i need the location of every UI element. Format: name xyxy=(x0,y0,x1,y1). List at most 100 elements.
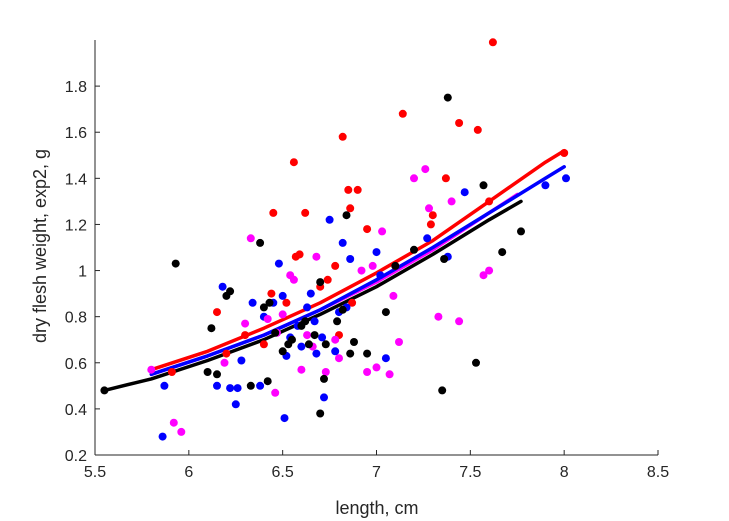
data-point xyxy=(363,225,372,234)
data-point xyxy=(485,266,494,275)
data-point xyxy=(282,298,291,307)
y-tick-label: 0.6 xyxy=(65,356,87,373)
data-point xyxy=(488,38,497,47)
data-point xyxy=(323,275,332,284)
data-point xyxy=(381,308,390,317)
data-point xyxy=(485,197,494,206)
data-point xyxy=(517,227,525,236)
data-point xyxy=(248,298,257,307)
data-point xyxy=(263,315,272,323)
data-point xyxy=(421,165,430,174)
data-point xyxy=(321,340,330,349)
data-point xyxy=(237,356,246,365)
data-point xyxy=(320,393,328,402)
x-tick-label: 6.5 xyxy=(272,464,294,481)
data-point xyxy=(278,347,287,356)
data-point xyxy=(301,317,310,326)
data-point xyxy=(288,335,296,344)
data-point xyxy=(560,149,569,157)
data-point xyxy=(410,174,418,183)
data-point xyxy=(259,303,268,312)
data-point xyxy=(256,238,265,247)
data-point xyxy=(295,250,304,259)
data-point xyxy=(479,181,488,190)
data-point xyxy=(289,275,298,284)
data-point xyxy=(346,204,355,213)
data-point xyxy=(271,328,280,337)
data-point xyxy=(376,271,385,280)
data-point xyxy=(346,255,355,263)
y-tick-label: 1.8 xyxy=(65,79,87,96)
x-tick-label: 7.5 xyxy=(459,464,481,481)
fit-curve xyxy=(149,165,566,377)
data-point xyxy=(231,400,240,409)
data-point xyxy=(455,119,464,127)
data-point xyxy=(434,312,443,321)
data-point xyxy=(460,188,469,197)
data-point xyxy=(259,340,268,349)
data-point xyxy=(218,282,227,291)
data-point xyxy=(213,381,221,390)
data-point xyxy=(423,234,432,243)
data-point xyxy=(363,349,372,358)
data-point xyxy=(297,342,306,351)
data-points xyxy=(100,38,570,441)
data-point xyxy=(372,363,381,372)
data-point xyxy=(269,208,278,217)
data-point xyxy=(160,381,169,390)
data-point xyxy=(381,354,390,363)
data-point xyxy=(318,333,327,342)
data-point xyxy=(472,358,480,367)
data-point xyxy=(344,185,353,194)
data-point xyxy=(226,384,235,393)
data-point xyxy=(378,227,387,236)
data-point xyxy=(338,238,347,247)
data-point xyxy=(440,255,449,263)
data-point xyxy=(267,289,276,298)
data-point xyxy=(310,317,319,326)
data-point xyxy=(316,409,325,418)
data-point xyxy=(203,368,212,376)
data-point xyxy=(169,418,178,427)
data-point xyxy=(325,215,334,224)
data-point xyxy=(312,252,321,261)
data-point xyxy=(438,386,447,395)
data-point xyxy=(395,338,403,346)
data-point xyxy=(278,310,287,319)
data-point xyxy=(389,291,398,300)
data-point xyxy=(241,331,250,340)
y-tick-label: 0.4 xyxy=(65,402,87,419)
data-point xyxy=(233,384,242,393)
data-point xyxy=(310,331,319,340)
data-point xyxy=(213,370,221,379)
data-point xyxy=(353,185,362,194)
data-point xyxy=(441,174,450,183)
data-point xyxy=(498,248,507,257)
data-point xyxy=(350,338,358,346)
x-tick-label: 8 xyxy=(560,464,569,481)
data-point xyxy=(372,248,381,257)
data-point xyxy=(213,308,221,317)
data-point xyxy=(220,358,229,367)
data-point xyxy=(338,305,347,314)
data-point xyxy=(348,298,357,307)
data-point xyxy=(280,414,289,423)
data-point xyxy=(346,349,355,358)
data-point xyxy=(363,368,372,376)
y-tick-label: 1.6 xyxy=(65,125,87,142)
data-point xyxy=(304,340,313,349)
data-point xyxy=(331,261,340,270)
x-tick-label: 5.5 xyxy=(84,464,106,481)
data-point xyxy=(357,266,366,275)
data-point xyxy=(301,208,310,217)
data-point xyxy=(425,204,433,213)
data-point xyxy=(455,317,464,326)
data-point xyxy=(391,261,400,270)
data-point xyxy=(331,347,340,356)
data-point xyxy=(562,174,570,183)
data-point xyxy=(297,365,306,374)
data-point xyxy=(241,319,250,328)
data-point xyxy=(177,427,186,436)
data-point xyxy=(167,368,176,376)
